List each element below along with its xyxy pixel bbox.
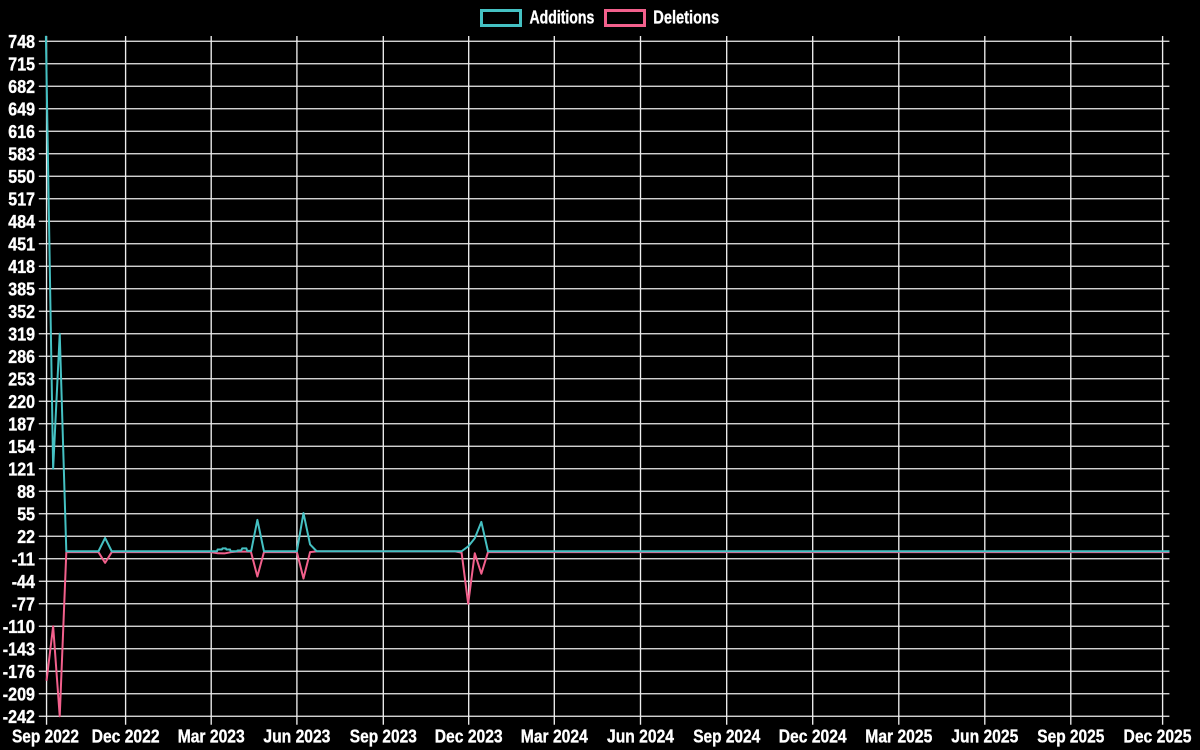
svg-text:-242: -242 (3, 707, 35, 727)
svg-text:451: 451 (8, 234, 35, 254)
svg-text:-77: -77 (12, 594, 35, 614)
svg-text:Dec 2024: Dec 2024 (779, 727, 847, 747)
svg-text:-110: -110 (3, 617, 35, 637)
svg-text:352: 352 (8, 302, 35, 322)
svg-text:-11: -11 (12, 549, 35, 569)
svg-text:418: 418 (8, 257, 35, 277)
svg-text:Jun 2024: Jun 2024 (607, 727, 674, 747)
svg-text:220: 220 (8, 392, 35, 412)
svg-text:55: 55 (17, 504, 35, 524)
svg-text:550: 550 (8, 167, 35, 187)
svg-text:187: 187 (8, 414, 35, 434)
svg-text:253: 253 (8, 369, 35, 389)
svg-text:121: 121 (8, 459, 35, 479)
svg-text:-143: -143 (3, 639, 35, 659)
svg-text:583: 583 (8, 144, 35, 164)
svg-text:Mar 2024: Mar 2024 (521, 727, 588, 747)
svg-text:319: 319 (8, 324, 35, 344)
svg-text:Mar 2025: Mar 2025 (865, 727, 932, 747)
svg-text:Dec 2025: Dec 2025 (1124, 727, 1192, 747)
svg-text:154: 154 (8, 437, 35, 457)
svg-text:Sep 2025: Sep 2025 (1037, 727, 1104, 747)
svg-text:517: 517 (8, 189, 35, 209)
svg-text:286: 286 (8, 347, 35, 367)
svg-text:682: 682 (8, 77, 35, 97)
svg-text:484: 484 (8, 212, 35, 232)
svg-text:Dec 2022: Dec 2022 (92, 727, 160, 747)
svg-text:Jun 2025: Jun 2025 (951, 727, 1018, 747)
svg-text:-209: -209 (3, 684, 35, 704)
svg-text:385: 385 (8, 279, 35, 299)
svg-text:Jun 2023: Jun 2023 (263, 727, 330, 747)
svg-text:Additions: Additions (530, 8, 595, 28)
svg-text:-176: -176 (3, 662, 35, 682)
svg-text:Deletions: Deletions (653, 8, 719, 28)
svg-text:22: 22 (17, 527, 35, 547)
svg-text:Sep 2023: Sep 2023 (350, 727, 417, 747)
svg-text:748: 748 (8, 32, 35, 52)
svg-text:Mar 2023: Mar 2023 (178, 727, 245, 747)
svg-text:-44: -44 (12, 572, 35, 592)
svg-text:649: 649 (8, 99, 35, 119)
svg-text:Dec 2023: Dec 2023 (435, 727, 503, 747)
svg-text:616: 616 (8, 122, 35, 142)
svg-text:Sep 2022: Sep 2022 (12, 727, 79, 747)
svg-text:Sep 2024: Sep 2024 (693, 727, 760, 747)
svg-text:715: 715 (8, 54, 35, 74)
svg-text:88: 88 (17, 482, 35, 502)
